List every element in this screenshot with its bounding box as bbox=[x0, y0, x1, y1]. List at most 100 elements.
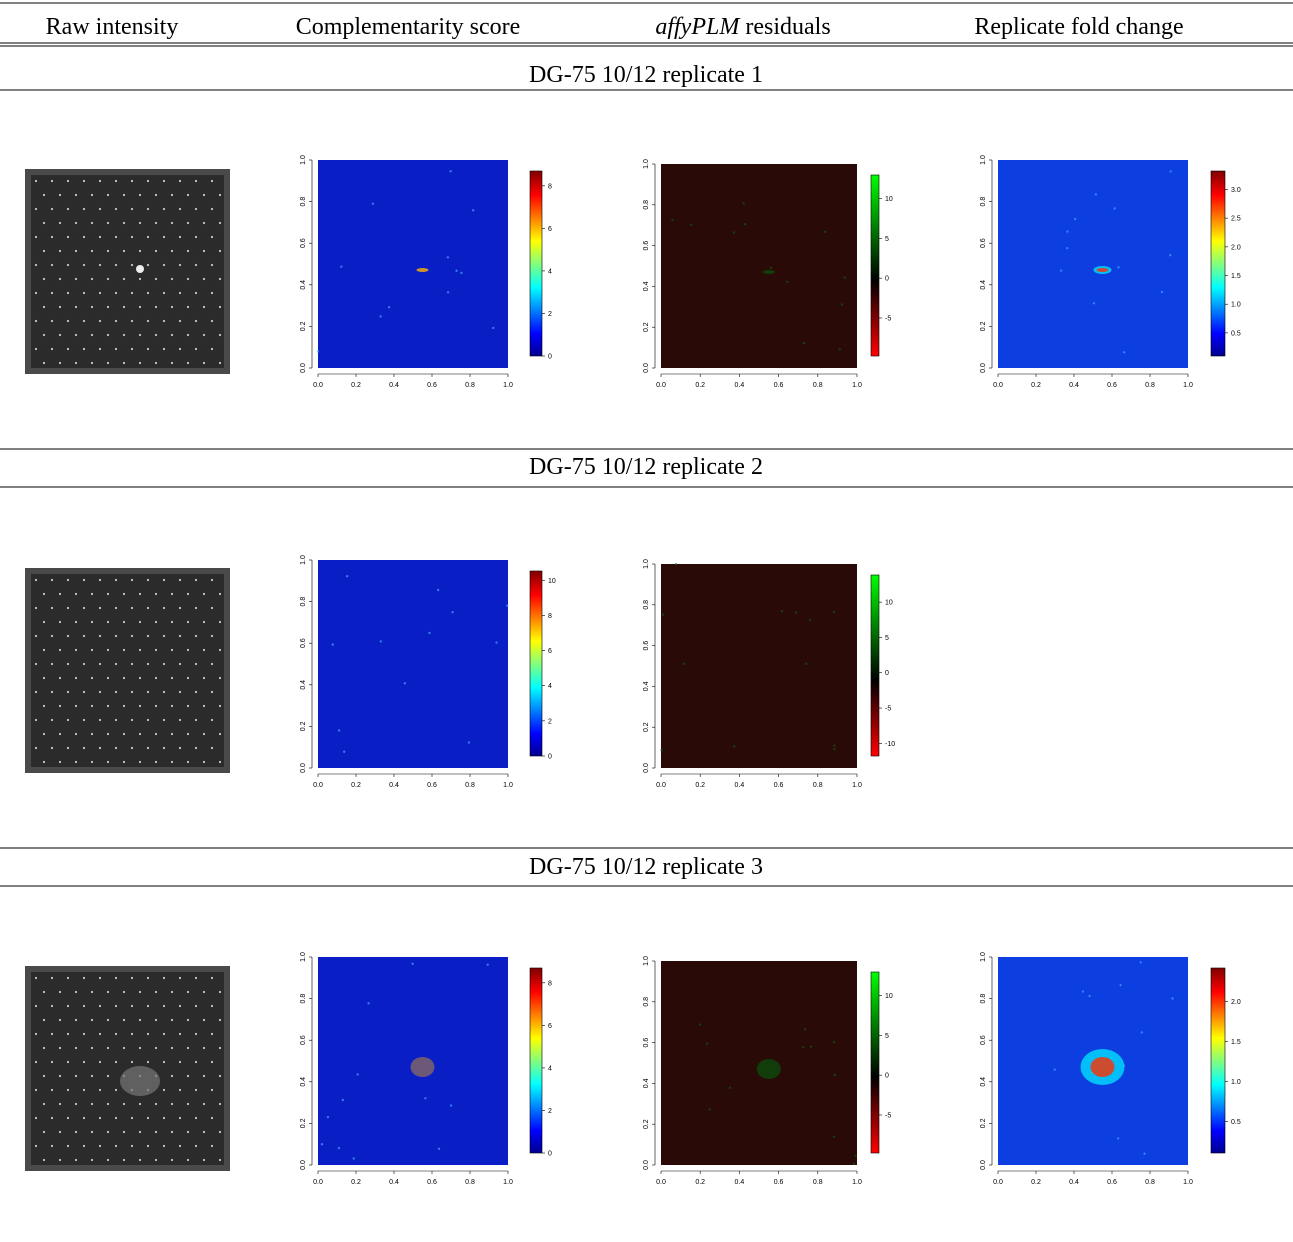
raw-spot bbox=[99, 607, 101, 609]
raw-spot bbox=[219, 1103, 221, 1105]
y-tick-label: 0.0 bbox=[980, 363, 987, 373]
raw-spot bbox=[67, 1005, 69, 1007]
raw-spot bbox=[115, 1061, 117, 1063]
raw-spot bbox=[51, 663, 53, 665]
raw-spot bbox=[83, 208, 85, 210]
raw-spot bbox=[43, 991, 45, 993]
hotspot bbox=[763, 270, 775, 274]
raw-spot bbox=[195, 208, 197, 210]
raw-spot bbox=[179, 1061, 181, 1063]
x-tick-label: 0.6 bbox=[774, 782, 784, 789]
raw-spot bbox=[51, 292, 53, 294]
raw-spot bbox=[147, 236, 149, 238]
raw-spot bbox=[203, 1075, 205, 1077]
y-tick-label: 0.0 bbox=[643, 1160, 650, 1170]
raw-spot bbox=[187, 306, 189, 308]
heatmap-speck bbox=[428, 632, 430, 634]
heatmap-speck bbox=[372, 203, 374, 205]
raw-spot bbox=[99, 691, 101, 693]
raw-spot bbox=[99, 719, 101, 721]
raw-spot bbox=[83, 320, 85, 322]
raw-spot bbox=[91, 362, 93, 364]
x-tick-label: 0.6 bbox=[774, 382, 784, 389]
raw-spot bbox=[59, 250, 61, 252]
raw-spot bbox=[163, 208, 165, 210]
heatmap-speck bbox=[447, 256, 449, 258]
x-tick-label: 0.2 bbox=[351, 382, 361, 389]
y-tick-label: 1.0 bbox=[643, 159, 650, 169]
raw-spot bbox=[83, 1033, 85, 1035]
raw-spot bbox=[91, 1047, 93, 1049]
raw-spot bbox=[187, 362, 189, 364]
raw-spot bbox=[123, 1103, 125, 1105]
raw-spot bbox=[155, 222, 157, 224]
colorbar bbox=[1211, 968, 1225, 1153]
raw-spot bbox=[67, 208, 69, 210]
raw-spot bbox=[163, 1005, 165, 1007]
raw-spot bbox=[107, 250, 109, 252]
raw-spot bbox=[51, 236, 53, 238]
raw-spot bbox=[171, 733, 173, 735]
heatmap-speck bbox=[708, 1108, 710, 1110]
heatmap-speck bbox=[841, 303, 843, 305]
raw-spot bbox=[99, 264, 101, 266]
raw-spot bbox=[51, 1061, 53, 1063]
raw-spot bbox=[203, 1159, 205, 1161]
raw-spot bbox=[83, 977, 85, 979]
heatmap-speck bbox=[824, 231, 826, 233]
colorbar-label: 5 bbox=[885, 236, 889, 243]
y-tick-label: 0.0 bbox=[643, 363, 650, 373]
raw-spot bbox=[99, 1145, 101, 1147]
y-tick-label: 0.6 bbox=[643, 241, 650, 251]
raw-spot bbox=[163, 264, 165, 266]
colorbar-label: 0 bbox=[885, 670, 889, 677]
raw-spot bbox=[35, 320, 37, 322]
colorbar-label: 1.0 bbox=[1231, 1079, 1241, 1086]
heatmap-speck bbox=[1171, 997, 1173, 999]
raw-spot bbox=[35, 348, 37, 350]
raw-spot bbox=[203, 1019, 205, 1021]
heatmap-speck bbox=[675, 563, 677, 565]
raw-spot bbox=[147, 180, 149, 182]
raw-spot bbox=[163, 1061, 165, 1063]
raw-spot bbox=[123, 1047, 125, 1049]
raw-spot bbox=[123, 649, 125, 651]
raw-spot bbox=[107, 194, 109, 196]
heatmap-speck bbox=[1123, 351, 1125, 353]
heatmap-speck bbox=[447, 291, 449, 293]
raw-spot bbox=[123, 222, 125, 224]
raw-spot bbox=[179, 348, 181, 350]
raw-spot bbox=[75, 1047, 77, 1049]
raw-spot bbox=[211, 1005, 213, 1007]
raw-spot bbox=[99, 977, 101, 979]
column-header: Complementarity score bbox=[296, 14, 521, 40]
x-tick-label: 0.8 bbox=[813, 1179, 823, 1186]
heatmap bbox=[661, 564, 857, 768]
x-tick-label: 0.0 bbox=[313, 382, 323, 389]
heatmap-speck bbox=[1143, 1153, 1145, 1155]
raw-spot bbox=[83, 236, 85, 238]
raw-spot bbox=[163, 1089, 165, 1091]
heatmap-speck bbox=[810, 1045, 812, 1047]
x-tick-label: 0.8 bbox=[1145, 382, 1155, 389]
raw-spot bbox=[163, 180, 165, 182]
raw-spot bbox=[115, 292, 117, 294]
raw-spot bbox=[139, 1047, 141, 1049]
raw-image-inner bbox=[31, 574, 224, 767]
raw-spot bbox=[163, 1145, 165, 1147]
heatmap-speck bbox=[332, 643, 334, 645]
raw-spot bbox=[59, 677, 61, 679]
raw-spot bbox=[67, 607, 69, 609]
raw-spot bbox=[211, 607, 213, 609]
raw-spot bbox=[83, 348, 85, 350]
raw-spot bbox=[219, 677, 221, 679]
raw-spot bbox=[163, 348, 165, 350]
heatmap-speck bbox=[1169, 254, 1171, 256]
raw-spot bbox=[59, 222, 61, 224]
raw-spot bbox=[123, 334, 125, 336]
heatmap-speck bbox=[356, 1073, 358, 1075]
colorbar bbox=[530, 171, 542, 356]
raw-spot bbox=[187, 761, 189, 763]
raw-spot bbox=[147, 977, 149, 979]
colorbar-label: -5 bbox=[885, 1112, 891, 1119]
